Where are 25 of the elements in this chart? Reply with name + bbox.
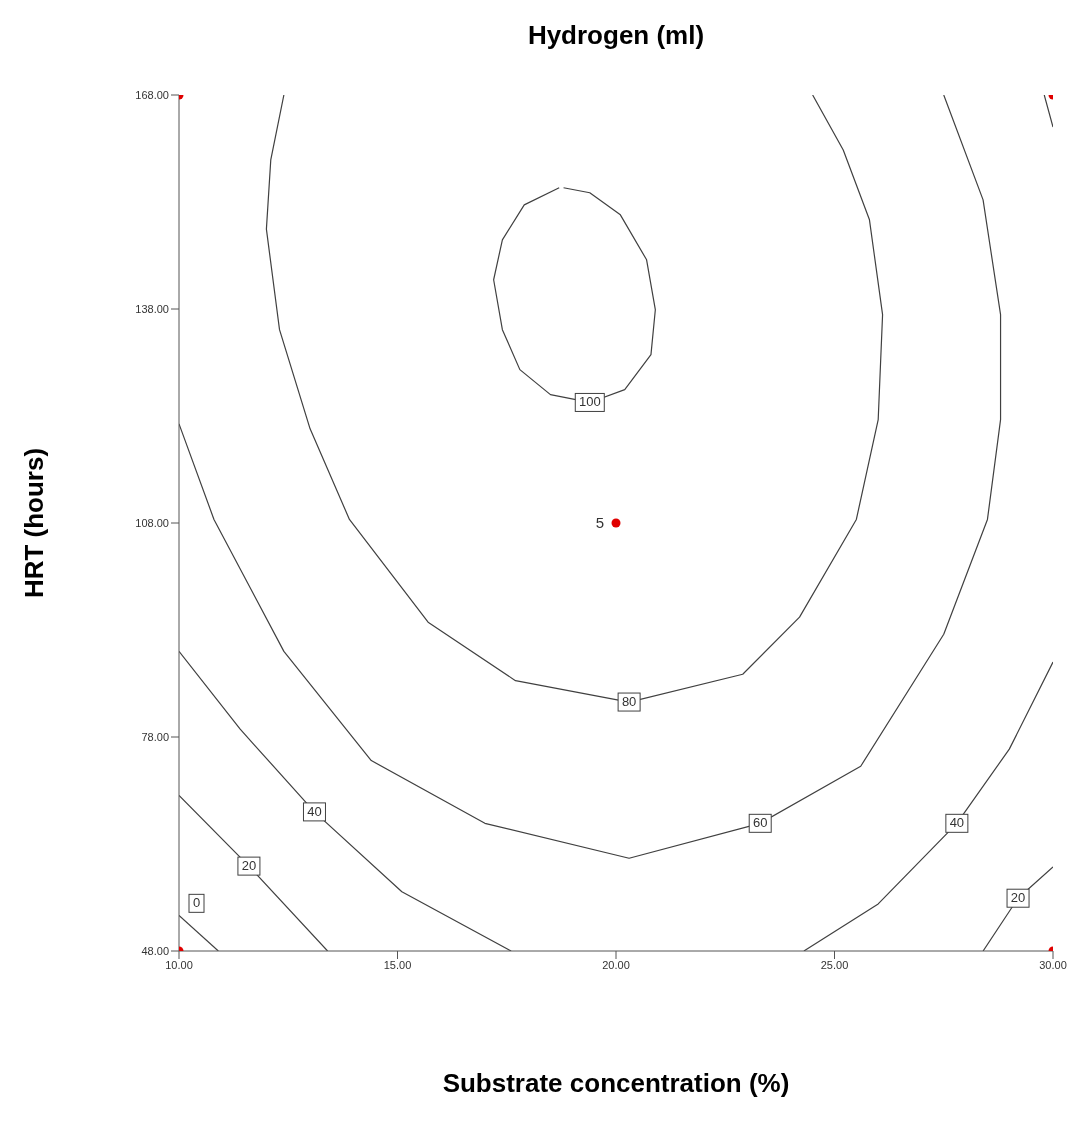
y-tick-label: 48.00	[141, 944, 169, 957]
label-frame: 40	[302, 802, 326, 822]
y-tick-label: 78.00	[141, 730, 169, 743]
label-frame: 80	[617, 692, 641, 712]
y-tick-label: 138.00	[135, 302, 169, 315]
label-frame: 40	[945, 813, 969, 833]
series-label: 0	[192, 895, 201, 911]
x-tick-label: 30.00	[1039, 958, 1067, 971]
label-frame: 60	[748, 813, 772, 833]
x-tick-label: 20.00	[602, 958, 630, 971]
y-tick-label: 108.00	[135, 516, 169, 529]
label-frame: 100	[574, 392, 605, 412]
x-tick-label: 25.00	[820, 958, 849, 971]
label-frame: 0	[188, 893, 205, 913]
chart-title: Hydrogen (ml)	[526, 20, 706, 51]
label-frame: 20	[1006, 888, 1030, 908]
x-tick-label: 10.00	[165, 958, 193, 971]
y-axis-title: HRT (hours)	[18, 447, 50, 599]
y-tick-label: 168.00	[135, 88, 169, 101]
series-label: 40	[307, 803, 322, 819]
label-frame: 20	[237, 856, 261, 876]
x-axis-title: Substrate concentration (%)	[441, 1068, 791, 1099]
x-tick-label: 15.00	[383, 958, 412, 971]
annotation: 5	[595, 514, 604, 532]
line-series	[179, 95, 1002, 859]
